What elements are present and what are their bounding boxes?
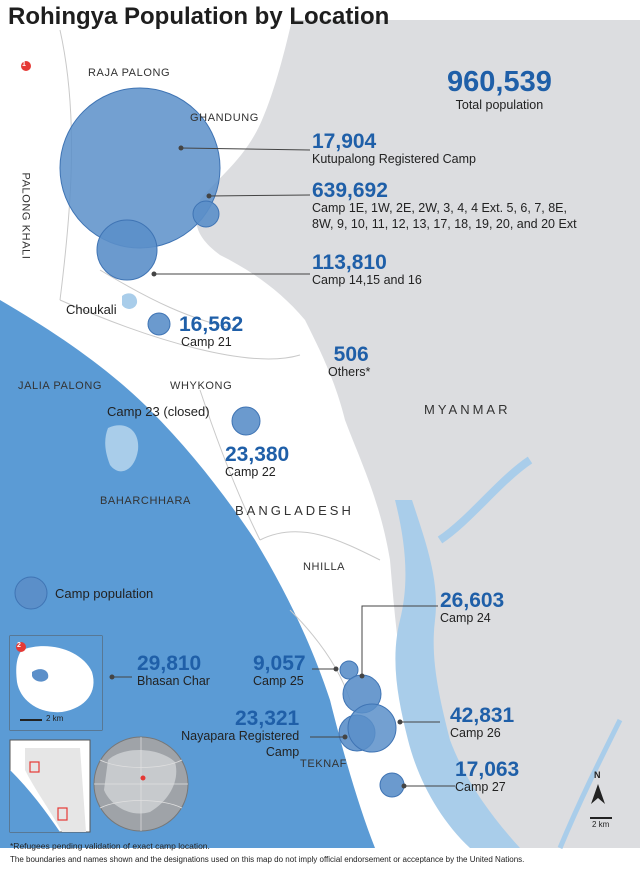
caption-expansion-line1: Camp 1E, 1W, 2E, 2W, 3, 4, 4 Ext. 5, 6, … — [312, 201, 567, 215]
map-scale-label: 2 km — [592, 820, 610, 829]
locator-box-2 — [57, 807, 68, 821]
bubble-camp-14-15-16 — [96, 219, 158, 281]
label-camp-22: 23,380 Camp 22 — [225, 444, 289, 481]
marker-1 — [21, 61, 31, 71]
label-nayapara: 23,321 Nayapara Registered Camp — [181, 707, 300, 760]
label-others: 506 Others* — [328, 343, 370, 381]
marker-1-label: 1 — [22, 61, 26, 68]
marker-2 — [16, 642, 26, 652]
caption-nayapara-line1: Nayapara Registered — [181, 729, 300, 743]
lake-camp23 — [105, 425, 139, 472]
globe — [93, 736, 189, 832]
caption-nayapara-line2: Camp — [265, 744, 300, 759]
value-others: 506 — [333, 343, 369, 366]
caption-camp-25: Camp 25 — [253, 674, 304, 688]
caption-camp-27: Camp 27 — [455, 780, 506, 794]
leader-camp-24 — [361, 605, 438, 676]
bubble-camp-21 — [147, 312, 171, 336]
footnote-pending: *Refugees pending validation of exact ca… — [10, 841, 210, 851]
marker-2-label: 2 — [17, 642, 21, 649]
river-tributary-2 — [557, 718, 623, 849]
bubble-camp-22 — [231, 406, 261, 436]
caption-kutupalong-registered: Kutupalong Registered Camp — [312, 152, 476, 166]
caption-camp-14-15-16: Camp 14,15 and 16 — [312, 273, 422, 287]
caption-camp-22: Camp 22 — [225, 465, 276, 479]
footnote-disclaimer: The boundaries and names shown and the d… — [10, 855, 525, 864]
legend-camp-population: Camp population — [55, 586, 154, 601]
place-nhilla: NHILLA — [303, 561, 346, 573]
leader-lines — [112, 147, 455, 787]
value-bhasan-char: 29,810 — [137, 652, 202, 675]
inset-scale-label: 2 km — [46, 714, 64, 723]
total-label: Total population — [455, 98, 544, 112]
label-kutupalong-expansion: 639,692 Camp 1E, 1W, 2E, 2W, 3, 4, 4 Ext… — [312, 180, 577, 232]
bubble-kutupalong-registered — [192, 200, 220, 228]
north-arrow-icon — [591, 784, 605, 804]
label-camp-26: 42,831 Camp 26 — [450, 705, 514, 742]
myanmar-land — [196, 20, 640, 848]
label-bhasan-char: 29,810 Bhasan Char — [137, 653, 210, 690]
value-camp-27: 17,063 — [455, 758, 520, 781]
total-block: 960,539 Total population — [447, 68, 552, 114]
place-raja-palong: RAJA PALONG — [88, 67, 171, 79]
value-nayapara: 23,321 — [235, 707, 300, 730]
leader-kutupalong-expansion — [208, 194, 311, 197]
value-camp-21: 16,562 — [179, 313, 244, 336]
leader-dots — [109, 145, 407, 789]
locator-box-1 — [29, 761, 40, 773]
place-jalia-palong: JALIA PALONG — [18, 380, 103, 392]
inset-island-bubble — [32, 669, 49, 682]
value-camp-14-15-16: 113,810 — [312, 251, 387, 274]
place-choukali: Choukali — [66, 302, 117, 317]
caption-camp-26: Camp 26 — [450, 726, 501, 740]
river-tributary — [437, 456, 533, 544]
locator-sea — [10, 770, 60, 832]
place-camp-23-closed: Camp 23 (closed) — [107, 404, 210, 419]
caption-others: Others* — [328, 365, 371, 379]
inset-island — [16, 646, 94, 713]
label-kutupalong-registered: 17,904 Kutupalong Registered Camp — [312, 131, 476, 168]
map-title: Rohingya Population by Location — [8, 3, 390, 30]
place-baharchhara: BAHARCHHARA — [100, 495, 191, 507]
bubble-camp-25 — [339, 660, 359, 680]
bubble-camp-26 — [347, 703, 397, 753]
naf-river — [395, 500, 520, 848]
caption-bhasan-char: Bhasan Char — [137, 674, 210, 688]
caption-expansion-line2: 8W, 9, 10, 11, 12, 13, 17, 18, 19, 20, a… — [312, 216, 577, 231]
place-palong-khali: PALONG KHALI — [19, 172, 32, 260]
leader-kutupalong-registered — [180, 147, 311, 151]
label-camp-21: 16,562 Camp 21 — [179, 314, 243, 351]
value-camp-26: 42,831 — [450, 704, 515, 727]
place-ghandung: GHANDUNG — [190, 112, 259, 124]
label-camp-27: 17,063 Camp 27 — [455, 759, 519, 796]
total-value: 960,539 — [447, 66, 552, 98]
place-teknaf: TEKNAF — [300, 758, 347, 770]
caption-camp-21: Camp 21 — [181, 335, 232, 349]
caption-camp-24: Camp 24 — [440, 611, 491, 625]
north-label: N — [594, 770, 601, 780]
country-myanmar: MYANMAR — [424, 402, 511, 417]
label-camp-24: 26,603 Camp 24 — [440, 590, 504, 627]
country-bangladesh: BANGLADESH — [235, 503, 354, 518]
value-kutupalong-expansion: 639,692 — [312, 179, 388, 202]
value-camp-24: 26,603 — [440, 589, 505, 612]
value-kutupalong-registered: 17,904 — [312, 130, 377, 153]
label-camp-25: 9,057 Camp 25 — [253, 653, 306, 690]
place-whykong: WHYKONG — [170, 380, 233, 392]
value-camp-22: 23,380 — [225, 443, 290, 466]
label-camp-14-15-16: 113,810 Camp 14,15 and 16 — [312, 252, 422, 289]
locator-land — [25, 748, 86, 832]
value-camp-25: 9,057 — [253, 652, 306, 675]
legend-bubble — [14, 576, 48, 610]
lake-choukali — [122, 293, 138, 309]
bubble-camp-27 — [379, 772, 405, 798]
